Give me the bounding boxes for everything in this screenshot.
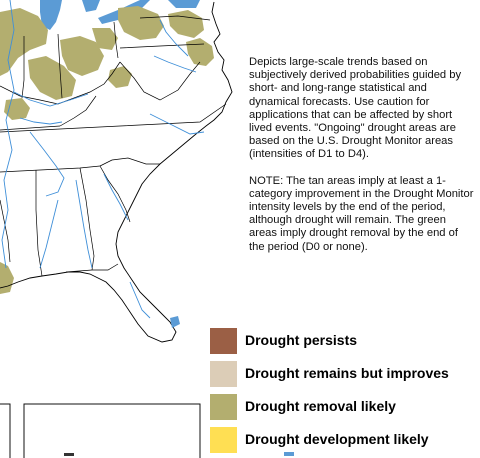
inset-alaska [0,403,11,458]
river-alabama [39,199,59,269]
description-paragraph-1: Depicts large-scale trends based on subj… [249,56,462,161]
border-al-ga [79,167,95,271]
river-ohio [13,91,89,107]
border-indiana-ohio [57,33,63,99]
border-ohio-river [0,61,121,105]
lake-okeechobee [170,316,180,328]
inset-hawaii [23,403,201,458]
great-lakes [40,0,200,30]
removal-area-maryland [186,38,214,66]
border-va-kentucky [59,95,97,127]
legend-label-removal: Drought removal likely [245,398,396,414]
lake-huron [82,0,100,12]
swatch-development [210,427,237,453]
removal-area-ohio [60,36,104,76]
removal-area-louisiana [0,262,14,294]
border-wv-va [119,61,201,101]
border-va-nc [0,103,227,133]
outlook-description: Depicts large-scale trends based on subj… [249,56,475,254]
border-nc-sc [99,157,160,167]
river-chattahoochee [75,179,93,269]
border-ga-fl [65,263,119,273]
coastline [0,1,233,343]
removal-area-west-virginia [108,66,132,88]
rivers [1,0,205,319]
swatch-removal [210,394,237,420]
swatch-improves [210,361,237,387]
legend-item-development: Drought development likely [210,427,480,453]
river-potomac [153,55,197,73]
lake-ontario [168,0,200,8]
river-tennessee [29,131,65,197]
river-mississippi [1,0,15,269]
state-borders [0,15,227,277]
border-tn-ga [0,165,101,173]
removal-area-indiana-ohio [28,56,76,100]
legend-item-persists: Drought persists [210,328,480,354]
swatch-persists [210,328,237,354]
river-st-johns [129,281,151,319]
legend-item-improves: Drought remains but improves [210,361,480,387]
border-tn-ky [0,125,61,131]
removal-area-kentucky [4,98,30,120]
border-pa-md [119,43,205,49]
border-ohio-pa [113,21,119,59]
legend-label-persists: Drought persists [245,332,358,348]
inset-puerto-rico [284,452,294,456]
legend-label-development: Drought development likely [245,431,429,447]
border-illinois-indiana [21,36,25,99]
border-ga-sc [99,165,131,223]
removal-area-ohio-east [92,28,118,50]
border-ms-al [35,170,43,277]
atlantic-coast [0,1,233,343]
river-cumberland [19,117,63,125]
removal-area-new-york [168,10,204,38]
border-la-ms [0,199,11,263]
river-savannah [103,173,129,221]
legend-label-improves: Drought remains but improves [245,365,449,381]
river-susquehanna [159,19,189,57]
removal-area-pennsylvania [118,6,164,40]
inset-hawaii-land [64,453,74,456]
description-paragraph-2: NOTE: The tan areas imply at least a 1-c… [249,174,474,253]
drought-removal-areas [0,6,214,294]
river-roanoke [149,113,205,135]
inset-outlines [0,403,201,458]
legend-item-removal: Drought removal likely [210,394,480,420]
lake-michigan [40,0,62,30]
border-pa-ny [139,15,211,21]
